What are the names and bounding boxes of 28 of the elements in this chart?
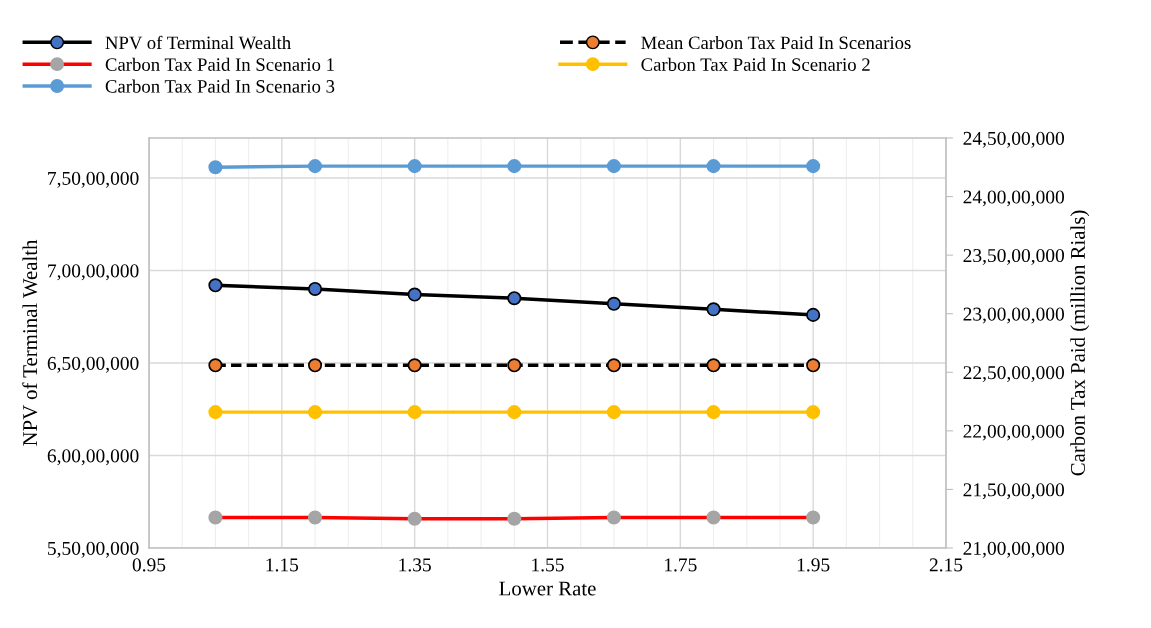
- legend-label: Mean Carbon Tax Paid In Scenarios: [641, 35, 911, 50]
- y2-tick-label: 23,00,00,000: [963, 307, 1065, 324]
- x-tick-label: 1.35: [399, 558, 431, 572]
- y-axis-title: NPV of Terminal Wealth: [22, 239, 38, 446]
- y2-axis-title: Carbon Tax Paid (million Rials): [1070, 210, 1090, 476]
- y-tick-label: 5,50,00,000: [48, 541, 139, 558]
- y2-tick-label: 22,00,00,000: [963, 424, 1065, 441]
- legend-label: NPV of Terminal Wealth: [105, 35, 291, 50]
- legend-label: Carbon Tax Paid In Scenario 2: [641, 57, 870, 71]
- x-tick-label: 1.55: [532, 558, 564, 572]
- legend-label: Carbon Tax Paid In Scenario 1: [105, 57, 334, 71]
- x-tick-label: 2.15: [929, 558, 963, 572]
- y-tick-label: 7,00,00,000: [48, 264, 139, 281]
- y2-tick-label: 24,00,00,000: [963, 190, 1065, 207]
- x-axis-title: Lower Rate: [499, 581, 596, 596]
- y2-tick-label: 21,50,00,000: [963, 483, 1065, 500]
- y2-tick-label: 21,00,00,000: [963, 541, 1065, 558]
- x-tick-label: 1.95: [797, 558, 830, 572]
- y-tick-label: 7,50,00,000: [48, 171, 139, 188]
- legend-label: Carbon Tax Paid In Scenario 3: [105, 79, 335, 93]
- y2-tick-label: 22,50,00,000: [963, 366, 1065, 383]
- y-tick-label: 6,00,00,000: [47, 449, 139, 466]
- y2-tick-label: 23,50,00,000: [963, 248, 1065, 265]
- y2-tick-label: 24,50,00,000: [963, 131, 1065, 148]
- y-tick-label: 6,50,00,000: [47, 356, 139, 373]
- x-tick-label: 1.15: [266, 558, 299, 572]
- x-tick-label: 0.95: [132, 558, 166, 572]
- x-tick-label: 1.75: [665, 558, 697, 572]
